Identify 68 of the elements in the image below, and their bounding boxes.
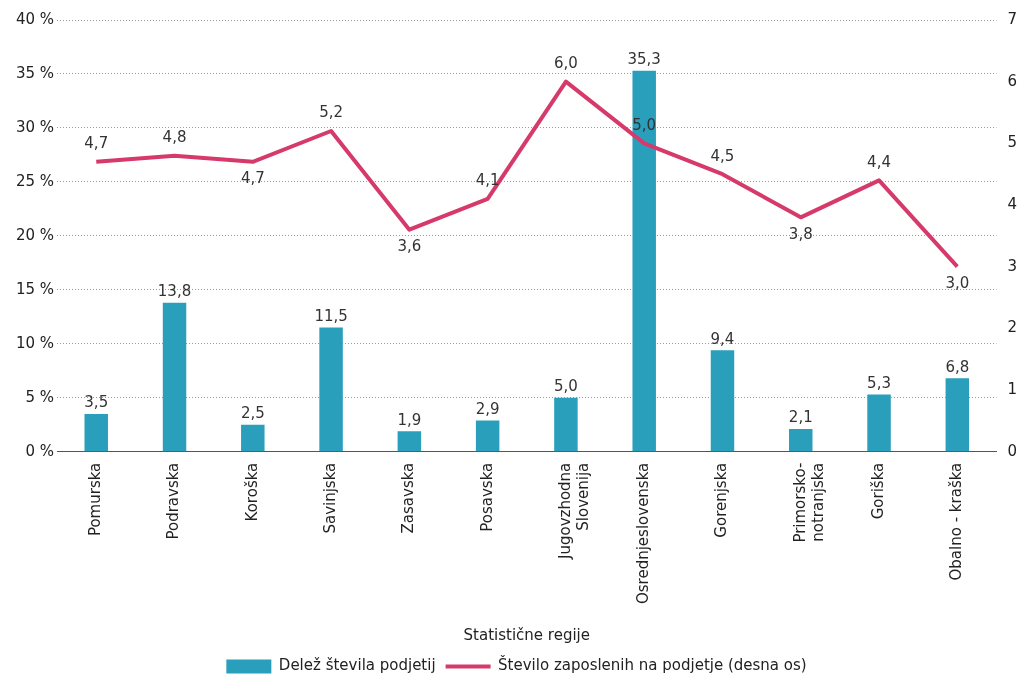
data-label: 4,8: [162, 128, 187, 147]
y2-tick-label: 1: [1007, 379, 1017, 398]
bar: [945, 378, 970, 452]
data-label: 6,0: [553, 54, 578, 73]
data-label: 3,6: [397, 237, 422, 256]
data-label: 3,5: [84, 393, 109, 412]
data-label: 13,8: [157, 282, 192, 301]
y2-tick-label: 2: [1007, 318, 1017, 337]
bar: [867, 394, 891, 452]
y2-tick-label: 6: [1007, 71, 1017, 90]
x-tick-label: Obalno - kraška: [947, 462, 966, 581]
y-tick-label: 30 %: [16, 117, 55, 136]
data-label: 3,0: [945, 274, 970, 293]
legend-label: Število zaposlenih na podjetje (desna os): [498, 655, 807, 675]
y2-tick-label: 5: [1007, 133, 1017, 152]
data-label: 4,4: [867, 152, 891, 171]
y-tick-label: 5 %: [25, 387, 55, 406]
bar: [475, 420, 500, 452]
y-tick-label: 10 %: [16, 333, 55, 352]
bar: [632, 70, 656, 452]
x-tick-label: Koroška: [242, 462, 261, 522]
x-tick-label: Savinjska: [320, 462, 339, 534]
x-tick-label: Jugovzhodna Slovenija: [555, 462, 592, 560]
data-label: 1,9: [397, 410, 422, 429]
bar: [319, 327, 343, 452]
data-label: 4,5: [710, 146, 735, 165]
bar: [554, 397, 578, 452]
bar: [397, 431, 422, 452]
x-tick-label: Zasavska: [399, 462, 418, 534]
x-tick-label: Posavska: [477, 462, 496, 532]
y2-tick-label: 3: [1007, 256, 1017, 275]
y2-tick-label: 7: [1007, 9, 1017, 28]
x-tick-label: Gorenjska: [712, 462, 731, 538]
y-tick-label: 15 %: [16, 279, 55, 298]
data-label: 2,1: [788, 408, 813, 427]
data-label: 11,5: [314, 306, 348, 325]
data-label: 5,0: [632, 115, 657, 134]
data-label: 2,9: [475, 399, 500, 418]
bar: [241, 424, 265, 452]
data-label: 4,7: [84, 134, 109, 153]
x-tick-label: Pomurska: [86, 462, 105, 537]
data-label: 5,0: [553, 377, 578, 396]
y2-tick-label: 0: [1007, 441, 1017, 460]
y-tick-label: 0 %: [25, 441, 55, 460]
data-label: 4,1: [475, 171, 500, 190]
bar: [789, 429, 813, 452]
y-tick-label: 25 %: [16, 171, 55, 190]
data-label: 3,8: [788, 224, 813, 243]
x-tick-label: Podravska: [164, 462, 183, 540]
y-tick-label: 35 %: [16, 63, 55, 82]
data-label: 5,3: [867, 373, 891, 392]
bar: [84, 413, 108, 452]
y-tick-label: 20 %: [16, 225, 55, 244]
data-label: 6,8: [945, 357, 970, 376]
data-label: 2,5: [240, 404, 265, 423]
x-tick-label: Primorsko- notranjska: [790, 462, 827, 543]
x-tick-label: Goriška: [868, 462, 887, 520]
x-tick-label: Osrednjeslovenska: [634, 462, 653, 605]
data-label: 35,3: [627, 50, 661, 69]
data-label: 9,4: [710, 329, 735, 348]
data-label: 4,7: [240, 169, 265, 188]
bar: [710, 350, 735, 452]
y2-tick-label: 4: [1007, 194, 1017, 213]
y-tick-label: 40 %: [16, 9, 55, 28]
bar: [162, 302, 187, 452]
x-axis-title: Statistične regije: [463, 625, 590, 644]
data-label: 5,2: [319, 103, 344, 122]
legend-label: Delež števila podjetij: [278, 656, 436, 675]
